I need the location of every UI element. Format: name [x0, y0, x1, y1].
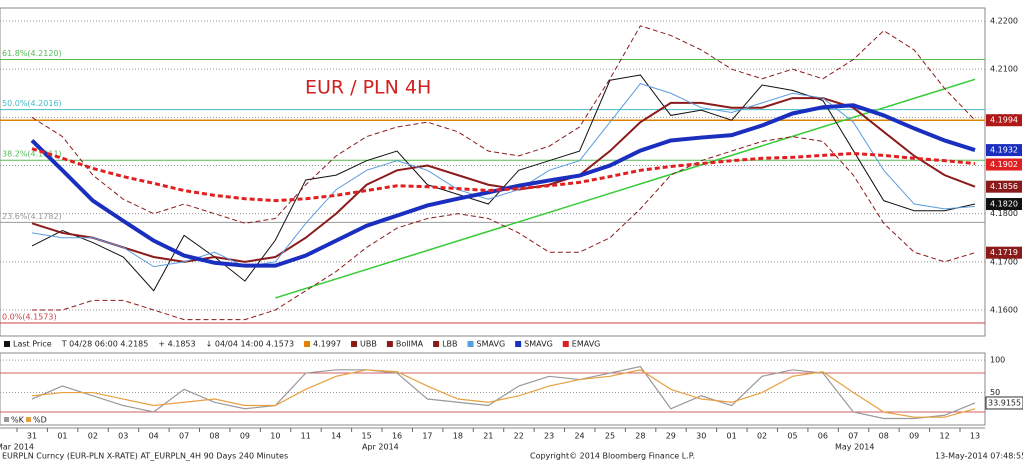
fib-label: 61.8%(4.2120): [2, 49, 62, 58]
x-tick-label: 09: [240, 432, 250, 441]
x-tick-label: 05: [787, 432, 797, 441]
x-tick-label: 10: [270, 432, 280, 441]
legend-label: BollMA: [396, 340, 424, 349]
osc-flag-label: 33.9155: [988, 398, 1021, 407]
y-tick-label: 50: [990, 388, 1000, 397]
osc-flag: [985, 396, 1023, 410]
fib-label: 0.0%(4.1573): [2, 312, 57, 321]
month-label: Apr 2014: [362, 443, 399, 452]
price-flag: [986, 114, 1022, 127]
x-tick-label: 17: [422, 432, 432, 441]
y-tick-label: 4.1700: [990, 257, 1018, 266]
price-flag-label: 4.1719: [990, 248, 1018, 257]
footer-right: 13-May-2014 07:48:55: [935, 452, 1023, 461]
series-line: [30, 103, 976, 268]
legend-label: %D: [33, 416, 47, 425]
x-tick-label: 01: [727, 432, 737, 441]
x-tick-label: 06: [818, 432, 828, 441]
fib-label: 38.2%(4.1911): [2, 150, 62, 159]
footer-center: Copyright© 2014 Bloomberg Finance L.P.: [530, 452, 695, 461]
legend-swatch: [304, 341, 311, 347]
legend-label: SMAVG: [524, 340, 553, 349]
x-tick-label: 23: [544, 432, 554, 441]
legend-label: EMAVG: [572, 340, 601, 349]
legend-label: 4.1997: [313, 340, 341, 349]
y-tick-label: 100: [990, 356, 1005, 365]
x-tick-label: 09: [909, 432, 919, 441]
legend-swatch: [467, 341, 474, 347]
footer-left: EURPLN Curncy (EUR-PLN X-RATE) AT_EURPLN…: [2, 452, 288, 461]
month-label: May 2014: [835, 443, 874, 452]
x-tick-label: 22: [514, 432, 524, 441]
price-flag: [986, 180, 1022, 193]
legend-swatch: [351, 341, 358, 347]
legend-label: + 4.1853: [158, 340, 195, 349]
price-flag-label: 4.1932: [990, 146, 1018, 155]
oscillator-pane: [0, 352, 986, 426]
x-tick-label: 07: [848, 432, 858, 441]
series-line: [31, 369, 976, 418]
x-tick-label: 13: [970, 432, 980, 441]
x-tick-label: 08: [209, 432, 219, 441]
y-tick-label: 4.2100: [990, 65, 1018, 74]
series-line: [32, 136, 976, 321]
chart-title: EUR / PLN 4H: [305, 77, 431, 99]
x-tick-label: 29: [666, 432, 676, 441]
y-tick-label: 4.1600: [990, 305, 1018, 314]
price-flag: [986, 246, 1022, 259]
x-tick-label: 03: [118, 432, 128, 441]
legend-label: SMAVG: [477, 340, 506, 349]
price-flag: [986, 198, 1022, 211]
x-tick-label: 21: [483, 432, 493, 441]
x-tick-label: 14: [331, 432, 341, 441]
x-tick-label: 25: [605, 432, 615, 441]
legend-swatch: [4, 417, 9, 422]
x-tick-label: 16: [392, 432, 402, 441]
price-flag: [986, 158, 1022, 171]
x-tick-label: 01: [57, 432, 67, 441]
price-flag-label: 4.1856: [990, 182, 1018, 191]
fib-label: 50.0%(4.2016): [2, 99, 62, 108]
legend-swatch: [562, 341, 569, 347]
legend-label: UBB: [360, 340, 377, 349]
series-line: [31, 83, 976, 268]
x-tick-label: 24: [574, 432, 584, 441]
legend-label: LBB: [442, 340, 457, 349]
legend-swatch: [4, 341, 10, 347]
x-tick-label: 08: [879, 432, 889, 441]
legend-label: %K: [11, 416, 25, 425]
x-tick-label: 30: [696, 432, 706, 441]
x-tick-label: 28: [635, 432, 645, 441]
y-tick-label: 4.1800: [990, 209, 1018, 218]
price-flag-label: 4.1994: [990, 116, 1018, 125]
legend-swatch: [26, 417, 31, 422]
x-tick-label: 12: [939, 432, 949, 441]
price-flag-label: 4.1820: [990, 200, 1018, 209]
x-tick-label: 11: [301, 432, 311, 441]
month-label: Mar 2014: [0, 443, 34, 452]
x-tick-label: 18: [453, 432, 463, 441]
legend-swatch: [515, 341, 522, 347]
legend-swatch: [386, 341, 393, 347]
fib-label: 23.6%(4.1782): [2, 212, 62, 221]
legend-swatch: [433, 341, 440, 347]
x-tick-label: 02: [757, 432, 767, 441]
price-flag-label: 4.1902: [990, 160, 1018, 169]
price-flag: [986, 144, 1022, 157]
trendline: [275, 78, 976, 299]
legend-label: Last Price: [13, 340, 52, 349]
x-tick-label: 31: [27, 432, 37, 441]
x-tick-label: 04: [149, 432, 159, 441]
y-tick-label: 4.2200: [990, 17, 1018, 26]
series-line: [31, 25, 976, 224]
x-tick-label: 15: [362, 432, 372, 441]
x-tick-label: 02: [88, 432, 98, 441]
x-tick-label: 07: [179, 432, 189, 441]
series-line: [31, 147, 976, 203]
legend-label: T 04/28 06:00 4.2185: [61, 340, 149, 349]
legend-label: ↓ 04/04 14:00 4.1573: [206, 340, 294, 349]
